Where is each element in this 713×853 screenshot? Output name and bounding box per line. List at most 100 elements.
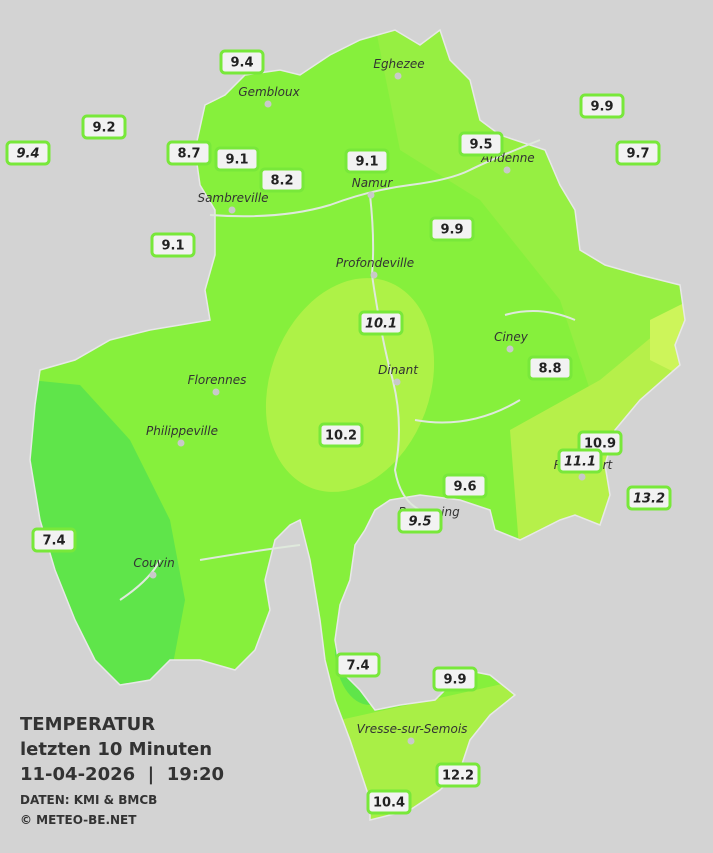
town-dot [503,166,511,174]
legend-period: letzten 10 Minuten [20,739,212,760]
station: 11.1 [557,448,603,474]
station-box [335,652,381,678]
station-value: 9.1 [355,155,378,170]
station-box [81,114,127,140]
station-value: 9.9 [590,100,613,115]
station-box [150,232,196,258]
station-box [527,355,573,381]
station-value: 8.7 [177,147,200,162]
station-value: 12.2 [442,769,474,784]
station: 13.2 [626,485,672,511]
town-dot [149,571,157,579]
station-box [318,422,364,448]
legend-source: DATEN: KMI & BMCB [20,793,157,807]
station-value: 9.1 [161,239,184,254]
station-value: 7.4 [346,659,369,674]
station-value: 8.8 [538,362,561,377]
station: 9.2 [81,114,127,140]
station-box [259,167,305,193]
station: 9.7 [615,140,661,166]
station-box [31,527,77,553]
town-dot [578,473,586,481]
station-value: 7.4 [42,534,65,549]
station-value: 9.9 [440,223,463,238]
town-dot [367,191,375,199]
town-label: Profondeville [336,256,414,270]
station-value: 9.1 [225,153,248,168]
town-label: Florennes [188,373,247,387]
station-value: 10.4 [373,796,405,811]
station-box [344,148,390,174]
station: 9.5 [458,131,504,157]
station-box [626,485,672,511]
town-dot [370,271,378,279]
town-label: Gembloux [238,85,300,99]
town-label: Philippeville [146,424,218,438]
station: 9.1 [150,232,196,258]
station: 9.4 [5,140,51,166]
town-label: Sambreville [197,191,268,205]
station-box [435,762,481,788]
town-dot [264,100,272,108]
station-value: 9.4 [230,56,253,71]
town-dot [407,737,415,745]
station-box [366,789,412,815]
station: 10.2 [318,422,364,448]
station-value: 10.2 [325,429,357,444]
station: 8.8 [527,355,573,381]
station-box [397,508,443,534]
legend-title: TEMPERATUR [20,714,155,735]
station: 9.9 [429,216,475,242]
station-box [219,49,265,75]
station-value: 9.7 [626,147,649,162]
station-value: 9.5 [469,138,492,153]
station-box [358,310,404,336]
station: 12.2 [435,762,481,788]
legend-datetime: 11-04-2026 | 19:20 [20,764,224,785]
station: 7.4 [31,527,77,553]
town-label: Ciney [494,330,529,344]
station: 9.1 [344,148,390,174]
station: 8.2 [259,167,305,193]
station-value: 9.6 [453,480,476,495]
town-label: Dinant [378,363,419,377]
station-value: 10.1 [365,317,397,332]
station-box [5,140,51,166]
town-label: Namur [352,176,394,190]
station-box [432,666,478,692]
town-dot [393,378,401,386]
station: 9.9 [579,93,625,119]
station-box [579,93,625,119]
station-box [214,146,260,172]
town-dot [177,439,185,447]
station-value: 9.5 [408,515,431,530]
station: 7.4 [335,652,381,678]
station-box [442,473,488,499]
town-label: Couvin [133,556,174,570]
station: 9.6 [442,473,488,499]
town-dot [394,72,402,80]
station-value: 13.2 [633,492,665,507]
station: 9.1 [214,146,260,172]
station-value: 11.1 [564,455,596,470]
rivers [119,139,576,601]
station: 10.1 [358,310,404,336]
station-value: 9.4 [16,147,39,162]
town-dot [506,345,514,353]
legend-copyright: © METEO-BE.NET [20,813,137,827]
town-dot [228,206,236,214]
station: 9.9 [432,666,478,692]
station-box [429,216,475,242]
station: 10.4 [366,789,412,815]
station-value: 9.2 [92,121,115,136]
station-box [166,140,212,166]
town-dot [212,388,220,396]
station-value: 10.9 [584,437,616,452]
station-box [557,448,603,474]
station-value: 8.2 [270,174,293,189]
town-label: Eghezee [373,57,424,71]
station: 9.5 [397,508,443,534]
station-value: 9.9 [443,673,466,688]
station-box [615,140,661,166]
